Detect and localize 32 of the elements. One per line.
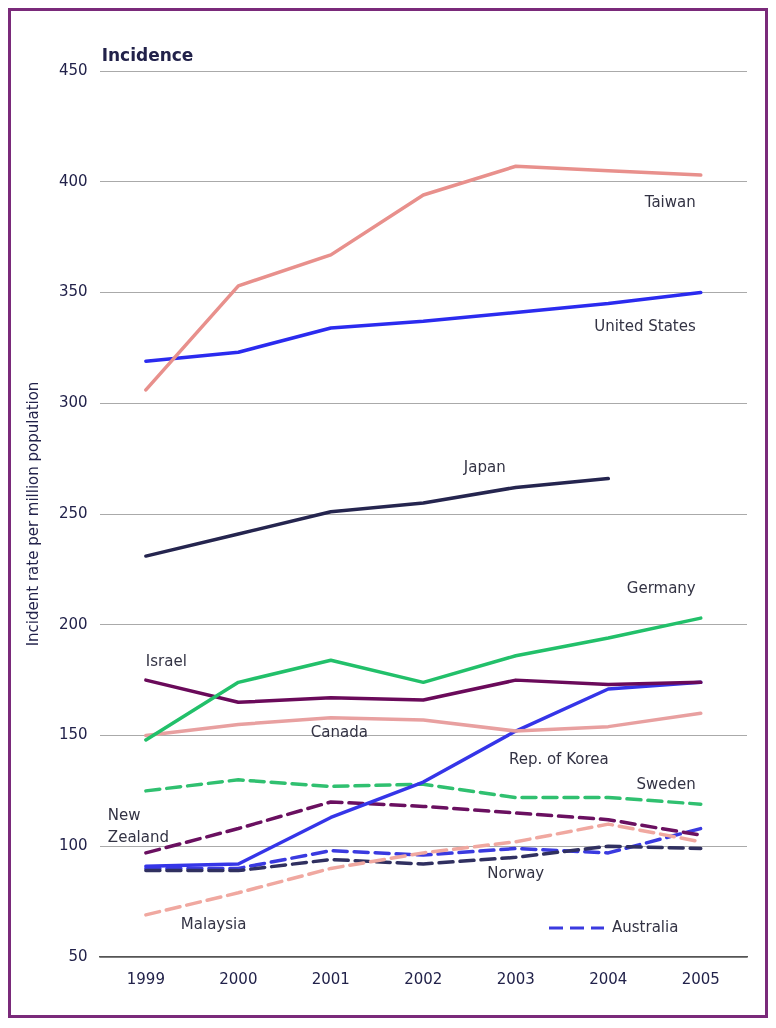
x-tick-label: 2003: [496, 969, 535, 988]
series-label: United States: [594, 317, 696, 336]
series-label: Sweden: [636, 775, 696, 794]
x-tick-label: 2001: [311, 969, 350, 988]
y-axis-title: Incident rate per million population: [23, 381, 42, 647]
y-tick-label: 250: [58, 503, 88, 522]
y-tick-label: 200: [58, 614, 88, 633]
x-tick-label: 2004: [589, 969, 628, 988]
y-tick-label: 400: [58, 171, 88, 190]
series-label: Taiwan: [643, 193, 696, 211]
series-label: Norway: [487, 864, 545, 883]
line-series: [144, 778, 703, 806]
y-tick-label: 300: [58, 393, 88, 412]
series-label: Malaysia: [180, 914, 247, 933]
legend-label: Australia: [612, 917, 679, 936]
series-label: Canada: [310, 723, 368, 742]
y-tick-label: 450: [58, 60, 88, 79]
y-tick-label: 150: [58, 725, 88, 744]
page-border: Incident rate per million population 1999 2000 2001 2002 2003 2004 2005 50 100 150 200 250 300 350 400 450 Incidence Taiwan United States Japan Germany Israel Canada Rep. of Korea Sweden New Zealand Malaysia Norway Australia: [8, 8, 768, 1018]
y-tick-label: 100: [58, 836, 88, 855]
series-label: Israel: [145, 652, 187, 671]
x-tick-label: 2000: [219, 969, 258, 988]
series-label: Japan: [462, 458, 506, 477]
chart-title: Incidence: [101, 45, 194, 66]
y-tick-label: 350: [58, 282, 88, 301]
series-label: Germany: [626, 579, 696, 597]
y-tick-label: 50: [68, 946, 88, 965]
series-label: Rep. of Korea: [508, 749, 609, 768]
x-tick-label: 2005: [681, 969, 720, 988]
x-tick-label: 2002: [404, 969, 443, 988]
x-tick-label: 1999: [126, 969, 165, 988]
series-label: New Zealand: [107, 805, 169, 846]
